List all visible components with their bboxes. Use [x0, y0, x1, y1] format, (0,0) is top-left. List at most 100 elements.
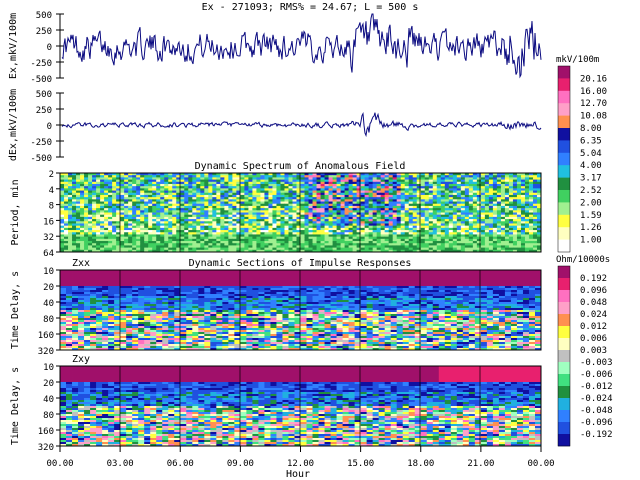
heat-cell [296, 179, 301, 183]
heat-cell [104, 227, 109, 231]
heat-cell [352, 188, 358, 191]
heat-cell [464, 247, 470, 251]
heat-cell [116, 227, 121, 231]
heat-cell [336, 179, 341, 183]
heat-cell [528, 238, 534, 242]
heat-cell [196, 192, 201, 196]
heat-cell [186, 284, 193, 287]
heat-cell [216, 245, 221, 249]
heat-cell [160, 232, 165, 235]
heat-cell [340, 223, 345, 227]
heat-cell [212, 201, 217, 205]
heat-cell [120, 173, 125, 176]
heat-cell [308, 245, 313, 249]
heat-cell [156, 203, 161, 207]
heat-cell [480, 270, 488, 273]
heat-cell [408, 186, 414, 189]
heat-cell [508, 197, 514, 200]
heat-cell [372, 280, 380, 283]
heat-cell [64, 186, 69, 189]
heat-cell [416, 243, 422, 246]
heat-cell [184, 232, 189, 235]
heat-cell [400, 238, 406, 242]
heat-cell [440, 190, 446, 194]
heat-cell [328, 232, 333, 235]
heat-cell [260, 227, 265, 231]
heat-cell [256, 177, 261, 180]
heat-cell [408, 173, 414, 176]
heat-cell [128, 212, 133, 216]
heat-cell [256, 210, 261, 213]
heat-cell [512, 190, 518, 194]
heat-cell [520, 227, 526, 231]
heat-cell [420, 223, 426, 227]
heat-cell [372, 221, 378, 224]
heat-cell [292, 181, 297, 185]
heat-cell [288, 234, 293, 238]
heat-cell [472, 194, 478, 198]
heat-cell [516, 201, 522, 205]
heat-cell [268, 179, 273, 183]
heat-cell [388, 245, 394, 249]
heat-cell [76, 216, 81, 220]
heat-cell [228, 197, 233, 200]
heat-cell [280, 219, 285, 222]
heat-cell [408, 243, 414, 246]
heat-cell [364, 188, 370, 191]
heat-cell [416, 194, 422, 198]
heat-cell [444, 175, 450, 178]
heat-cell [280, 212, 285, 216]
heat-cell [180, 192, 185, 196]
heat-cell [332, 223, 337, 227]
heat-cell [72, 219, 77, 222]
heat-cell [404, 201, 410, 205]
heat-cell [420, 230, 426, 233]
heat-cell [164, 243, 169, 246]
heat-cell [456, 245, 462, 249]
heat-cell [252, 181, 257, 185]
heat-cell [464, 227, 470, 231]
heat-cell [440, 173, 446, 176]
heat-cell [316, 214, 321, 218]
heat-cell [144, 212, 149, 216]
heat-cell [420, 186, 426, 189]
heat-cell [524, 234, 530, 238]
heat-cell [336, 230, 341, 233]
heat-cell [308, 221, 313, 224]
heat-cell [520, 186, 526, 189]
heat-cell [340, 219, 345, 222]
heat-cell [492, 219, 498, 222]
heat-cell [72, 227, 77, 231]
heat-cell [76, 199, 81, 202]
heat-cell [252, 236, 257, 240]
heat-cell [512, 192, 518, 196]
heat-cell [436, 177, 442, 180]
heat-cell [456, 225, 462, 229]
heat-cell [496, 247, 502, 251]
heat-cell [480, 282, 488, 285]
heat-cell [244, 199, 249, 202]
heat-cell [412, 221, 418, 224]
heat-cell [536, 249, 542, 253]
heat-cell [474, 278, 482, 281]
heat-cell [284, 243, 289, 246]
heat-cell [348, 197, 354, 200]
heat-cell [456, 216, 462, 220]
heat-cell [488, 201, 494, 205]
heat-cell [444, 232, 450, 235]
heat-cell [100, 223, 105, 227]
heat-cell [228, 243, 233, 246]
heat-cell [324, 232, 329, 235]
heat-cell [64, 245, 69, 249]
heat-cell [380, 186, 386, 189]
heat-cell [480, 227, 486, 231]
heat-cell [444, 284, 452, 287]
heat-cell [404, 188, 410, 191]
heat-cell [384, 173, 390, 176]
heat-cell [220, 192, 225, 196]
heat-cell [88, 216, 93, 220]
heat-cell [244, 247, 249, 251]
heat-cell [264, 223, 269, 227]
heat-cell [108, 201, 113, 205]
heat-cell [80, 203, 85, 207]
